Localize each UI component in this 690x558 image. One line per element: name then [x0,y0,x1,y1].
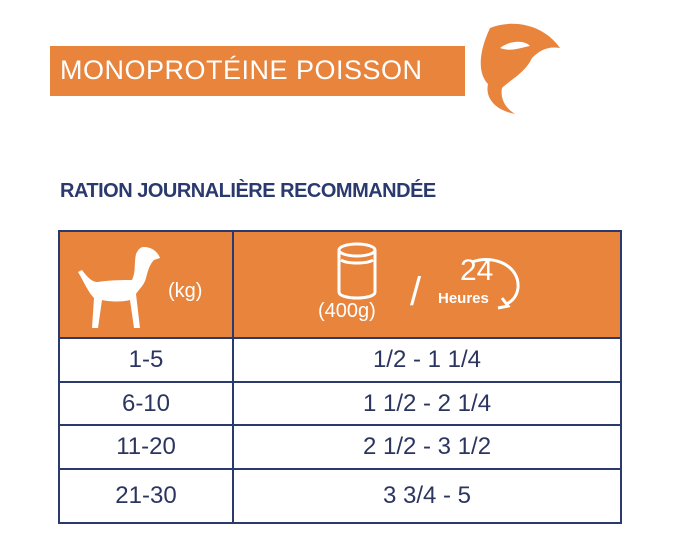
banner-title: MONOPROTÉINE POISSON [60,55,423,85]
fish-icon [480,23,560,115]
ration-cell: 3 3/4 - 5 [382,482,472,509]
ration-cell: 1 1/2 - 2 1/4 [362,389,492,417]
table-row: 21-30 3 3/4 - 5 [60,470,620,522]
banner: MONOPROTÉINE POISSON [50,46,465,96]
period-number: 24 [460,254,494,287]
weight-cell: 6-10 [121,389,171,417]
table-row: 11-20 2 1/2 - 3 1/2 [60,426,620,470]
can-icon [337,242,377,300]
cycle-icon [471,258,520,310]
dog-icon [78,247,160,328]
weight-unit: (kg) [168,280,203,302]
separator: / [410,270,422,314]
table-header: (kg) (400g) / 24 Heures [60,232,620,339]
weight-cell: 11-20 [116,433,176,460]
can-size: (400g) [318,300,376,322]
weight-cell: 1-5 [128,346,164,373]
ration-cell: 2 1/2 - 3 1/2 [362,433,492,460]
ration-cell: 1/2 - 1 1/4 [372,346,482,373]
period-unit: Heures [438,290,489,307]
weight-cell: 21-30 [115,482,177,509]
ration-table: (kg) (400g) / 24 Heures 1-5 1/2 - 1 1/4 6-… [58,230,622,524]
column-divider [232,232,234,522]
table-row: 6-10 1 1/2 - 2 1/4 [60,383,620,426]
section-heading: RATION JOURNALIÈRE RECOMMANDÉE [60,180,436,202]
table-row: 1-5 1/2 - 1 1/4 [60,339,620,383]
